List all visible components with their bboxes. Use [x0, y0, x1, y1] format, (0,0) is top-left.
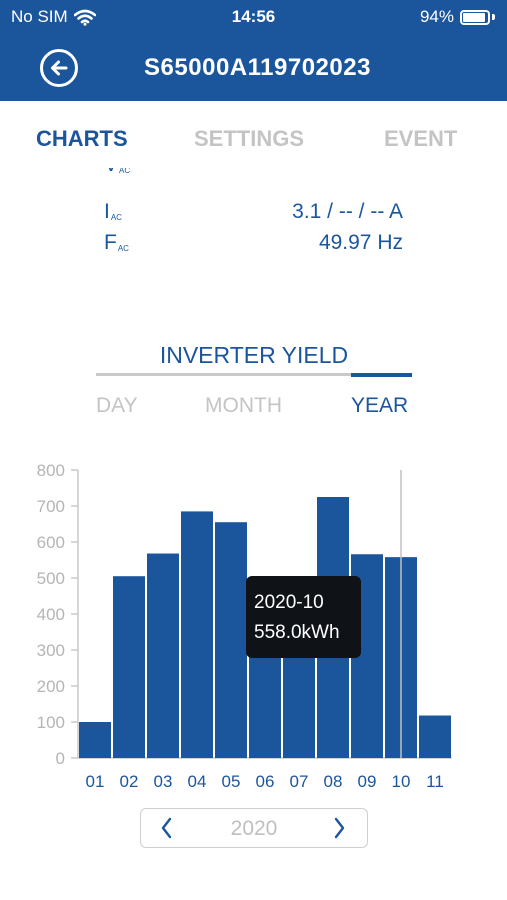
tab-bar: CHARTS SETTINGS EVENT	[0, 126, 507, 160]
back-arrow-icon	[51, 60, 68, 76]
app-header: No SIM 14:56 94% S65000A119702023	[0, 0, 507, 101]
x-tick-label: 07	[290, 772, 309, 791]
y-tick-label: 500	[37, 569, 65, 588]
tab-settings[interactable]: SETTINGS	[194, 126, 305, 151]
metric-value: 49.97 Hz	[318, 231, 403, 254]
period-month[interactable]: MONTH	[205, 394, 282, 417]
carrier-group: No SIM	[11, 7, 96, 27]
period-day[interactable]: DAY	[96, 394, 138, 417]
metrics-list: VAC ––– IAC 3.1 / -- / -- A FAC 49.97 Hz	[0, 168, 507, 263]
y-tick-label: 400	[37, 605, 65, 624]
x-tick-label: 05	[222, 772, 241, 791]
metric-label: IAC	[104, 200, 122, 223]
year-navigator: 2020	[140, 808, 368, 848]
year-label: 2020	[230, 817, 278, 840]
wifi-icon	[73, 9, 96, 26]
x-tick-label: 06	[256, 772, 275, 791]
x-tick-label: 02	[120, 772, 139, 791]
chevron-left-icon[interactable]	[157, 816, 177, 840]
y-tick-label: 0	[56, 749, 65, 768]
x-tick-label: 10	[392, 772, 411, 791]
battery-group: 94%	[420, 7, 495, 27]
x-tick-label: 01	[86, 772, 105, 791]
x-tick-label: 04	[188, 772, 207, 791]
metric-label: FAC	[104, 231, 129, 254]
y-tick-label: 800	[37, 461, 65, 480]
metric-row-fac: FAC 49.97 Hz	[0, 231, 507, 261]
x-tick-label: 11	[426, 772, 444, 791]
chart-tooltip: 2020-10 558.0kWh	[246, 576, 361, 658]
period-indicator	[351, 373, 412, 377]
period-year[interactable]: YEAR	[351, 394, 409, 417]
y-tick-label: 700	[37, 497, 65, 516]
y-tick-label: 200	[37, 677, 65, 696]
page-title: S65000A119702023	[144, 54, 371, 81]
tooltip-date: 2020-10	[254, 592, 324, 613]
bar-06[interactable]	[249, 650, 281, 758]
y-tick-label: 100	[37, 713, 65, 732]
metric-value: –––	[368, 168, 403, 177]
yield-title: INVERTER YIELD	[159, 342, 349, 368]
back-button[interactable]	[40, 49, 78, 87]
tooltip-value: 558.0kWh	[254, 622, 340, 643]
x-tick-label: 08	[324, 772, 343, 791]
y-tick-label: 300	[37, 641, 65, 660]
battery-percent: 94%	[419, 7, 454, 26]
metric-value: 3.1 / -- / -- A	[292, 200, 403, 223]
bar-01[interactable]	[79, 722, 111, 758]
battery-tip	[492, 14, 495, 20]
bar-05[interactable]	[215, 522, 247, 758]
chevron-right-icon[interactable]	[329, 816, 349, 840]
status-bar: No SIM 14:56 94%	[0, 0, 507, 34]
battery-icon	[460, 9, 490, 25]
bar-02[interactable]	[113, 576, 145, 758]
status-time: 14:56	[231, 7, 276, 26]
bar-04[interactable]	[181, 511, 213, 758]
x-tick-label: 09	[358, 772, 377, 791]
metric-row-iac: IAC 3.1 / -- / -- A	[0, 200, 507, 230]
tab-event[interactable]: EVENT	[384, 126, 458, 151]
bar-03[interactable]	[147, 553, 179, 758]
carrier-label: No SIM	[11, 7, 68, 26]
metric-label: VAC	[104, 168, 131, 176]
x-tick-label: 03	[154, 772, 173, 791]
bar-11[interactable]	[419, 715, 451, 758]
period-track	[96, 373, 412, 376]
tab-charts[interactable]: CHARTS	[36, 126, 128, 151]
y-tick-label: 600	[37, 533, 65, 552]
metric-row-vac: VAC –––	[0, 168, 507, 183]
